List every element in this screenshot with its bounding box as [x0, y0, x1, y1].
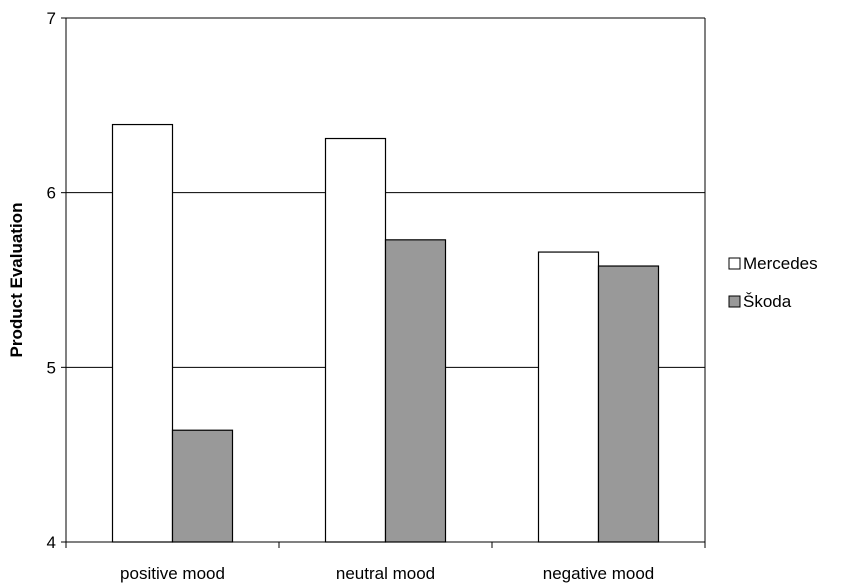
- bar-mercedes-1: [324, 137, 387, 543]
- legend-label-mercedes: Mercedes: [743, 254, 818, 273]
- y-tick-label: 7: [47, 9, 56, 28]
- y-tick-label: 4: [47, 533, 56, 552]
- y-tick-label: 5: [47, 358, 56, 377]
- bar-mercedes-2: [537, 251, 600, 543]
- x-tick-label: positive mood: [120, 564, 225, 583]
- bar-mercedes-0: [111, 123, 174, 543]
- y-tick-label: 6: [47, 184, 56, 203]
- x-tick-label: negative mood: [543, 564, 655, 583]
- legend-label-skoda: Škoda: [743, 292, 792, 311]
- bar-skoda-0: [171, 429, 234, 543]
- y-axis-label: Product Evaluation: [7, 203, 26, 358]
- bar-skoda-1: [384, 239, 447, 543]
- bars: [111, 123, 660, 543]
- legend-swatch-mercedes: [728, 257, 741, 270]
- legend: Mercedes Škoda: [728, 254, 818, 311]
- bar-skoda-2: [597, 265, 660, 543]
- legend-swatch-skoda: [728, 295, 741, 308]
- axes: [65, 17, 706, 543]
- x-ticks: positive mood neutral mood negative mood: [65, 542, 706, 583]
- y-ticks: 4 5 6 7: [47, 9, 66, 552]
- x-tick-label: neutral mood: [336, 564, 435, 583]
